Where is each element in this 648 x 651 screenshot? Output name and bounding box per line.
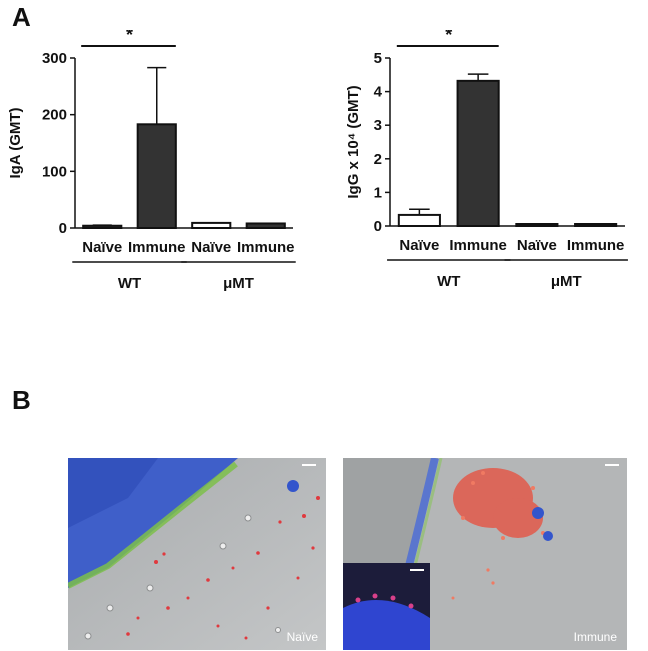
x-tick-label: Immune <box>567 237 625 254</box>
group-label: μMT <box>223 275 254 292</box>
x-tick-label: Naïve <box>191 239 231 256</box>
micrograph-naive-image <box>68 458 326 650</box>
y-tick-label: 4 <box>374 84 383 101</box>
bar <box>191 221 232 229</box>
x-tick-label: Immune <box>128 239 186 256</box>
bar <box>136 123 177 229</box>
y-tick-label: 1 <box>374 184 382 201</box>
significance-label: * <box>445 30 452 45</box>
panel-b-label: B <box>12 385 31 415</box>
significance-label: * <box>126 30 133 45</box>
scale-bar-main <box>605 464 619 466</box>
bar <box>456 79 500 227</box>
micrograph-naive-label: Naïve <box>286 630 318 644</box>
scale-bar <box>302 464 316 466</box>
group-label: WT <box>437 273 460 290</box>
bar <box>574 223 618 227</box>
y-tick-label: 300 <box>42 50 67 67</box>
bar <box>397 213 441 228</box>
group-label: WT <box>118 275 141 292</box>
x-tick-label: Immune <box>449 237 507 254</box>
bar <box>515 223 559 227</box>
panel-a-label: A <box>12 2 31 32</box>
y-tick-label: 5 <box>374 50 382 67</box>
x-tick-label: Naïve <box>399 237 439 254</box>
x-tick-label: Naïve <box>517 237 557 254</box>
x-tick-label: Immune <box>237 239 295 256</box>
micrograph-naive: Naïve <box>68 458 326 650</box>
y-tick-label: 2 <box>374 151 382 168</box>
y-tick-label: 3 <box>374 117 382 134</box>
micrograph-immune: Immune <box>343 458 627 650</box>
y-axis-label: IgA (GMT) <box>7 107 24 178</box>
iga-bar-chart: 0 100 200 300 IgA (GMT) Naïve Immune Naïve Immun… <box>7 30 296 292</box>
scale-bar-inset <box>410 569 424 571</box>
x-tick-label: Naïve <box>82 239 122 256</box>
bar <box>82 224 123 230</box>
micrograph-immune-label: Immune <box>573 630 617 644</box>
y-tick-label: 100 <box>42 163 67 180</box>
igg-bar-chart: 0 1 2 3 4 5 IgG x 10⁴ (GMT) Naïve Immune Naïve Imm… <box>345 30 628 290</box>
y-tick-label: 0 <box>59 220 67 237</box>
group-label: μMT <box>551 273 582 290</box>
y-axis-label: IgG x 10⁴ (GMT) <box>345 85 362 198</box>
y-tick-label: 0 <box>374 218 382 235</box>
bar <box>245 222 286 229</box>
y-tick-label: 200 <box>42 107 67 124</box>
micrograph-immune-image <box>343 458 627 650</box>
